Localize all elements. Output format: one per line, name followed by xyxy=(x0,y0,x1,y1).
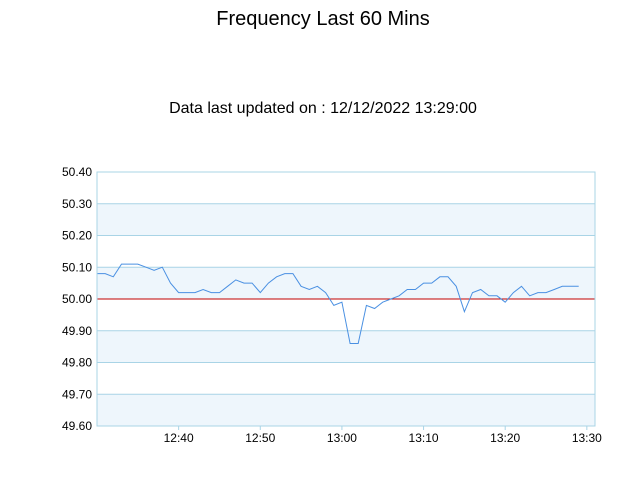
x-tick-label: 12:40 xyxy=(164,431,194,445)
y-tick-label: 49.80 xyxy=(62,356,92,370)
y-tick-label: 49.70 xyxy=(62,387,92,401)
x-tick-label: 12:50 xyxy=(245,431,275,445)
y-tick-label: 50.10 xyxy=(62,260,92,274)
frequency-series-line xyxy=(97,263,579,344)
y-tick-label: 50.20 xyxy=(62,229,92,243)
chart-title: Frequency Last 60 Mins xyxy=(216,8,430,30)
x-tick-label: 13:30 xyxy=(572,431,602,445)
plot-frame xyxy=(96,171,596,427)
plot-band xyxy=(97,267,595,299)
plot-band xyxy=(97,203,595,236)
x-tick-label: 13:00 xyxy=(327,431,357,445)
x-tick-label: 13:20 xyxy=(490,431,520,445)
y-tick-label: 49.60 xyxy=(62,419,92,433)
y-tick-label: 50.00 xyxy=(62,292,92,306)
x-tick-label: 13:10 xyxy=(409,431,439,445)
y-tick-label: 49.90 xyxy=(62,324,92,338)
chart-subtitle: Data last updated on : 12/12/2022 13:29:… xyxy=(169,100,477,117)
y-tick-label: 50.40 xyxy=(62,165,92,179)
y-tick-label: 50.30 xyxy=(62,197,92,211)
plot-band xyxy=(97,394,595,426)
plot-band xyxy=(97,330,595,363)
